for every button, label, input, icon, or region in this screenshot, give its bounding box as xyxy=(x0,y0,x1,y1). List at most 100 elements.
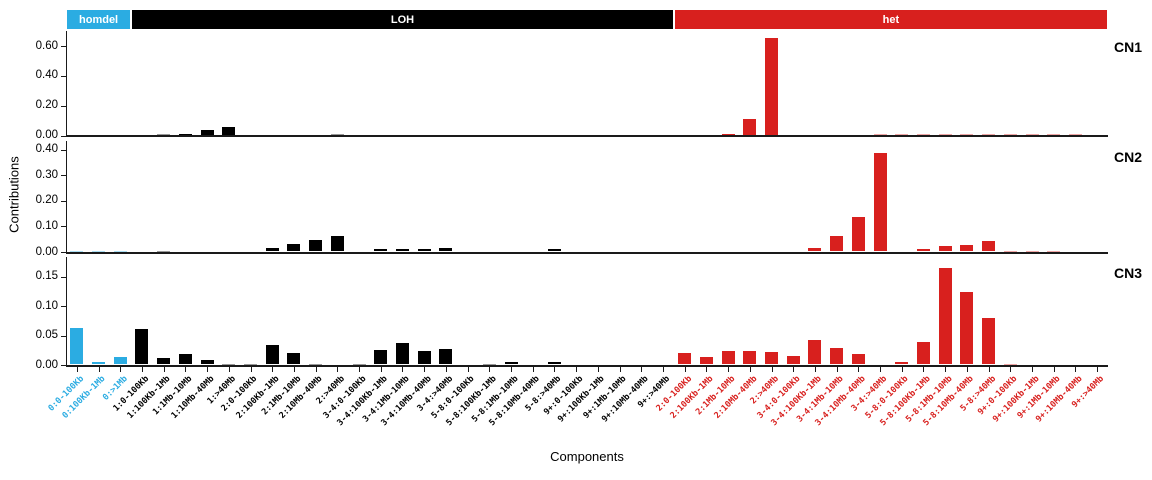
bar xyxy=(439,248,453,252)
bar xyxy=(135,329,149,365)
bar xyxy=(92,250,106,252)
x-axis-title: Components xyxy=(550,449,624,464)
bar xyxy=(873,152,887,252)
bar xyxy=(743,350,757,365)
x-axis-tick xyxy=(359,366,361,372)
x-axis-tick xyxy=(966,366,968,372)
x-axis-tick xyxy=(619,366,621,372)
x-axis-tick xyxy=(402,366,404,372)
y-axis-tick xyxy=(61,335,66,337)
bar xyxy=(1068,134,1082,135)
bar xyxy=(222,363,236,365)
x-axis-tick xyxy=(814,366,816,372)
x-axis-tick xyxy=(749,366,751,372)
panel-label-cn2: CN2 xyxy=(1114,149,1143,165)
x-axis-tick xyxy=(467,366,469,372)
y-axis-tick xyxy=(61,105,66,107)
x-axis-tick xyxy=(424,366,426,372)
bar xyxy=(808,339,822,365)
bar xyxy=(1003,363,1017,365)
bar xyxy=(895,134,909,135)
x-axis-tick xyxy=(532,366,534,372)
bar xyxy=(200,360,214,365)
x-axis-line xyxy=(66,251,1108,254)
bar xyxy=(352,363,366,365)
x-axis-tick xyxy=(272,366,274,372)
x-axis-line xyxy=(66,364,1108,367)
x-axis-tick xyxy=(880,366,882,372)
y-axis-tick-label: 0.40 xyxy=(35,143,58,156)
bar xyxy=(482,363,496,365)
y-axis-tick xyxy=(61,75,66,77)
y-axis-tick-label: 0.00 xyxy=(35,129,58,141)
bar xyxy=(678,352,692,365)
bar xyxy=(222,126,236,135)
bar xyxy=(938,267,952,365)
bar xyxy=(743,118,757,135)
bar xyxy=(916,341,930,365)
bar xyxy=(309,363,323,365)
x-axis-line xyxy=(66,135,1108,137)
y-axis-tick xyxy=(61,365,66,366)
bar xyxy=(374,349,388,365)
bar xyxy=(417,350,431,365)
bar xyxy=(287,243,301,252)
bar xyxy=(1003,250,1017,252)
x-axis-tick xyxy=(836,366,838,372)
x-axis-tick xyxy=(728,366,730,372)
bar xyxy=(395,343,409,365)
bar xyxy=(1025,134,1039,135)
bar xyxy=(1003,134,1017,135)
x-axis-tick xyxy=(120,366,122,372)
bar xyxy=(765,351,779,365)
y-axis-tick-label: 0.60 xyxy=(35,39,58,52)
bar xyxy=(330,134,344,135)
bar xyxy=(1025,250,1039,252)
y-axis-tick-label: 0.10 xyxy=(35,219,58,232)
x-axis-tick xyxy=(901,366,903,372)
bar xyxy=(808,247,822,252)
y-axis-line xyxy=(66,141,67,253)
x-axis-tick xyxy=(489,366,491,372)
bar xyxy=(395,248,409,252)
y-axis-tick xyxy=(61,200,66,202)
x-axis-tick xyxy=(706,366,708,372)
x-axis-tick xyxy=(315,366,317,372)
y-axis-tick xyxy=(61,226,66,228)
x-axis-tick xyxy=(293,366,295,372)
x-axis-tick xyxy=(597,366,599,372)
bar xyxy=(244,363,258,365)
x-axis-tick xyxy=(858,366,860,372)
bar xyxy=(547,362,561,365)
bar xyxy=(982,241,996,252)
bar xyxy=(960,291,974,365)
x-axis-tick xyxy=(641,366,643,372)
section-header-homdel: homdel xyxy=(67,10,131,29)
bar xyxy=(1047,250,1061,252)
bar xyxy=(265,247,279,252)
x-axis-tick xyxy=(988,366,990,372)
x-axis-tick xyxy=(445,366,447,372)
x-axis-tick xyxy=(684,366,686,372)
x-axis-tick xyxy=(1075,366,1077,372)
bar xyxy=(330,235,344,252)
y-axis-line xyxy=(66,257,67,366)
y-axis-tick-label: 0.15 xyxy=(35,270,58,283)
bar xyxy=(960,134,974,135)
bar xyxy=(417,249,431,252)
bar xyxy=(895,361,909,365)
y-axis-line xyxy=(66,31,67,136)
bar xyxy=(982,134,996,135)
y-axis-tick xyxy=(61,252,66,253)
bar xyxy=(265,345,279,365)
x-axis-tick xyxy=(576,366,578,372)
y-axis-tick xyxy=(61,175,66,177)
panel-label-cn1: CN1 xyxy=(1114,39,1143,55)
bar xyxy=(960,245,974,252)
x-axis-tick xyxy=(1097,366,1099,372)
x-axis-tick xyxy=(250,366,252,372)
bar xyxy=(830,236,844,252)
bar xyxy=(699,357,713,365)
bar xyxy=(157,134,171,135)
